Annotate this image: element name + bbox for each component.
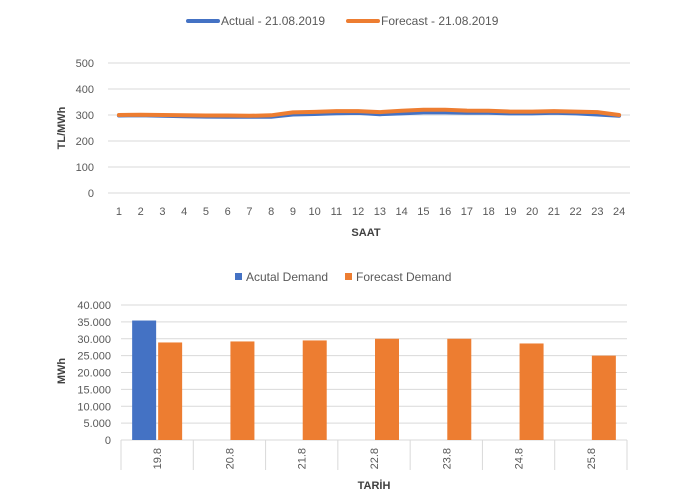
x-tick-label: 21.8 (297, 448, 309, 469)
x-tick-label: 18 (483, 206, 495, 218)
y-tick-label: 30.000 (77, 334, 111, 346)
x-tick-label: 3 (159, 206, 165, 218)
y-tick-label: 300 (76, 110, 94, 122)
price-chart-y-title: TL/MWh (56, 106, 68, 149)
price-chart-y-ticks: 0 100 200 300 400 500 (76, 58, 94, 200)
x-tick-label: 20 (526, 206, 538, 218)
y-tick-label: 200 (76, 136, 94, 148)
price-chart-series (116, 107, 622, 119)
x-tick-label: 11 (331, 206, 342, 218)
y-tick-label: 5.000 (83, 418, 111, 430)
x-tick-label: 24.8 (514, 448, 526, 469)
x-tick-label: 4 (181, 206, 187, 218)
legend-label-forecast-demand: Forecast Demand (356, 270, 451, 284)
bar-forecast-demand (447, 338, 472, 440)
x-tick-label: 10 (309, 206, 321, 218)
y-tick-label: 500 (76, 58, 94, 70)
demand-chart-gridlines (120, 304, 628, 470)
y-tick-label: 20.000 (77, 368, 111, 380)
demand-bar-chart: Acutal Demand Forecast Demand 0 5.000 10.0… (56, 270, 628, 491)
x-tick-label: 2 (138, 206, 144, 218)
y-tick-label: 15.000 (77, 384, 111, 396)
x-tick-label: 15 (417, 206, 429, 218)
x-tick-label: 19 (504, 206, 516, 218)
x-tick-label: 21 (548, 206, 560, 218)
demand-chart-x-title: TARİH (358, 479, 391, 491)
x-tick-label: 20.8 (224, 448, 236, 469)
y-tick-label: 400 (76, 84, 94, 96)
x-tick-label: 7 (246, 206, 252, 218)
legend-label-actual: Actual - 21.08.2019 (221, 14, 325, 28)
x-tick-label: 1 (116, 206, 122, 218)
price-chart-x-title: SAAT (351, 227, 380, 239)
x-tick-label: 13 (374, 206, 386, 218)
series-line-forecast (116, 107, 622, 118)
bar-forecast-demand (519, 343, 544, 440)
legend-label-forecast: Forecast - 21.08.2019 (381, 14, 499, 28)
y-tick-label: 0 (105, 435, 111, 447)
x-tick-label: 8 (268, 206, 274, 218)
demand-chart-legend: Acutal Demand Forecast Demand (235, 270, 451, 284)
demand-chart-bars (132, 320, 616, 440)
bar-forecast-demand (591, 355, 616, 440)
bar-forecast-demand (302, 340, 327, 440)
x-tick-label: 12 (352, 206, 364, 218)
x-tick-label: 5 (203, 206, 209, 218)
demand-chart-x-ticks: 19.8 20.8 21.8 22.8 23.8 24.8 25.8 (152, 448, 598, 469)
x-tick-label: 9 (290, 206, 296, 218)
y-tick-label: 10.000 (77, 401, 111, 413)
x-tick-label: 23.8 (441, 448, 453, 469)
x-tick-label: 6 (225, 206, 231, 218)
price-chart-gridlines (108, 62, 630, 194)
demand-chart-y-title: MWh (56, 358, 68, 385)
y-tick-label: 40.000 (77, 300, 111, 312)
x-tick-label: 25.8 (586, 448, 598, 469)
price-chart-x-ticks: 1 2 3 4 5 6 7 8 9 10 11 12 13 14 15 16 17 18 19 20 21 22 23 24 (116, 206, 625, 218)
y-tick-label: 100 (76, 162, 94, 174)
x-tick-label: 17 (461, 206, 473, 218)
y-tick-label: 0 (88, 188, 94, 200)
bar-forecast-demand (375, 338, 399, 440)
x-tick-label: 16 (439, 206, 451, 218)
x-tick-label: 14 (396, 206, 408, 218)
legend-swatch-forecast-demand (345, 273, 352, 280)
x-tick-label: 23 (591, 206, 603, 218)
legend-label-actual-demand: Acutal Demand (246, 270, 328, 284)
x-tick-label: 22 (570, 206, 582, 218)
bar-actual-demand (132, 320, 157, 440)
price-chart-legend: Actual - 21.08.2019 Forecast - 21.08.201… (186, 14, 499, 28)
y-tick-label: 35.000 (77, 317, 111, 329)
y-tick-label: 25.000 (77, 351, 111, 363)
bar-forecast-demand (230, 341, 255, 440)
price-line-chart: Actual - 21.08.2019 Forecast - 21.08.201… (56, 14, 630, 239)
legend-swatch-actual-demand (235, 273, 242, 280)
demand-chart-y-ticks: 0 5.000 10.000 15.000 20.000 25.000 30.000 35.0… (77, 300, 111, 447)
x-tick-label: 19.8 (152, 448, 164, 469)
x-tick-label: 24 (613, 206, 625, 218)
x-tick-label: 22.8 (369, 448, 381, 469)
bar-forecast-demand (158, 342, 183, 440)
